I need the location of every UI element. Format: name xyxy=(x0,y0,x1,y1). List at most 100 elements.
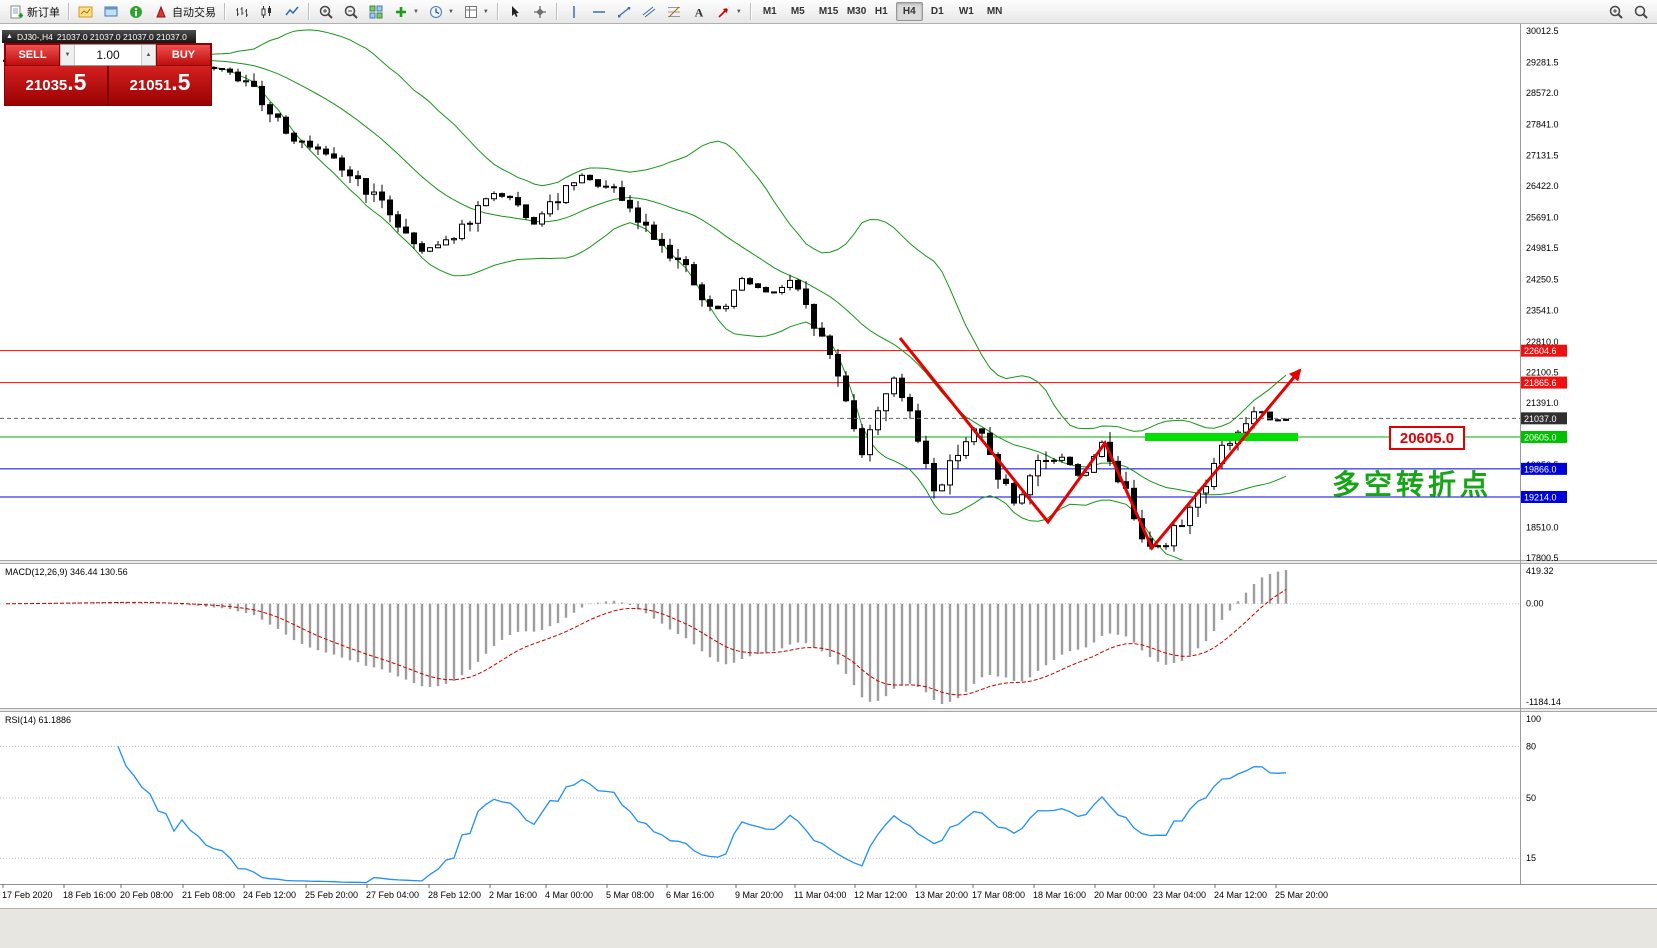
window-bottom-strip xyxy=(0,908,1657,948)
cursor-button[interactable] xyxy=(503,2,527,22)
time-axis-label: 5 Mar 08:00 xyxy=(606,890,654,900)
timeframe-m15-button[interactable]: M15 xyxy=(812,2,839,21)
rsi-scale-label: 15 xyxy=(1526,853,1536,863)
auto-trading-icon xyxy=(153,4,169,20)
time-axis-label: 4 Mar 00:00 xyxy=(545,890,593,900)
price-badge-value: 21865.6 xyxy=(1524,378,1557,388)
timeframe-d1-button[interactable]: D1 xyxy=(924,2,951,21)
templates-button[interactable]: ▼ xyxy=(459,2,493,22)
macd-scale-zero: 0.00 xyxy=(1526,599,1544,609)
macd-scale-max: 419.32 xyxy=(1526,566,1554,576)
trendline-button[interactable] xyxy=(612,2,636,22)
price-scale-label: 18510.0 xyxy=(1526,522,1559,532)
arrows-button[interactable]: ▼ xyxy=(712,2,746,22)
time-axis-label: 25 Feb 20:00 xyxy=(305,890,358,900)
indicators-button[interactable]: ▼ xyxy=(389,2,423,22)
toolbar-magnifier-button[interactable] xyxy=(1629,2,1653,22)
buy-price-display[interactable]: 21051.5 xyxy=(109,66,211,105)
time-axis-label: 9 Mar 20:00 xyxy=(735,890,783,900)
chart-canvas[interactable]: 20605.0 多空转折点 MACD(12,26,9) 346.44 130.56 4… xyxy=(0,24,1657,948)
horizontal-level-lines[interactable] xyxy=(0,350,1520,498)
zoom-out-icon xyxy=(343,4,359,20)
timeframe-mn-button[interactable]: MN xyxy=(980,2,1007,21)
zoom-out-button[interactable] xyxy=(339,2,363,22)
candlestick-series xyxy=(3,56,1289,552)
candlestick-chart-button[interactable] xyxy=(255,2,279,22)
chart-area: 20605.0 多空转折点 MACD(12,26,9) 346.44 130.56 4… xyxy=(0,24,1657,948)
macd-indicator: MACD(12,26,9) 346.44 130.56 419.32 0.00 -11… xyxy=(0,566,1561,707)
timeframe-h4-button[interactable]: H4 xyxy=(895,2,923,21)
chart-title-bar[interactable]: ▲ DJ30-,H4 21037.0 21037.0 21037.0 21037… xyxy=(2,30,196,43)
price-scale-label: 24250.5 xyxy=(1526,275,1559,285)
trade-panel-quotes: 21035.5 21051.5 xyxy=(5,66,211,105)
price-scale-badge: 19866.0 xyxy=(1521,462,1567,475)
chart-ohlc-values: 21037.0 21037.0 21037.0 21037.0 xyxy=(56,31,187,42)
text-button[interactable]: A xyxy=(687,2,711,22)
toolbar-search-button[interactable] xyxy=(1604,2,1628,22)
price-badge-value: 19866.0 xyxy=(1524,464,1557,474)
sell-button[interactable]: SELL xyxy=(5,44,60,66)
price-scale-label: 27841.0 xyxy=(1526,120,1559,130)
timeframe-m30-button[interactable]: M30 xyxy=(840,2,867,21)
trade-panel-controls: SELL ▼ 1.00 ▲ BUY xyxy=(5,44,211,66)
profiles-button[interactable] xyxy=(99,2,123,22)
cursor-icon xyxy=(507,4,523,20)
auto-trading-button[interactable]: 自动交易 xyxy=(149,2,220,22)
timeframe-h1-button[interactable]: H1 xyxy=(868,2,895,21)
time-axis[interactable]: 17 Feb 2020 18 Feb 16:00 20 Feb 08:00 21 Fe… xyxy=(0,884,1657,900)
price-label-annotation[interactable]: 20605.0 xyxy=(1389,426,1465,450)
bar-chart-button[interactable] xyxy=(230,2,254,22)
candles-icon xyxy=(259,4,275,20)
crosshair-icon xyxy=(532,4,548,20)
price-scale-label: 30012.5 xyxy=(1526,26,1559,36)
price-scale-badge: 19214.0 xyxy=(1521,491,1567,504)
timeframe-m1-button[interactable]: M1 xyxy=(756,2,783,21)
volume-decrease-button[interactable]: ▼ xyxy=(60,45,75,65)
price-scale[interactable]: 30012.5 29281.5 28572.0 27841.0 27131.5 26422… xyxy=(1520,24,1568,884)
new-chart-button[interactable] xyxy=(74,2,98,22)
zoom-in-button[interactable] xyxy=(314,2,338,22)
volume-increase-button[interactable]: ▲ xyxy=(141,45,156,65)
price-annotation-value: 20605.0 xyxy=(1400,430,1454,447)
fibonacci-button[interactable] xyxy=(662,2,686,22)
channel-button[interactable] xyxy=(637,2,661,22)
search-icon xyxy=(1633,4,1649,20)
tile-windows-button[interactable] xyxy=(364,2,388,22)
crosshair-button[interactable] xyxy=(528,2,552,22)
time-axis-label: 13 Mar 20:00 xyxy=(915,890,968,900)
volume-spinner: ▼ 1.00 ▲ xyxy=(60,44,156,66)
macd-scale-min: -1184.14 xyxy=(1526,697,1561,707)
dropdown-caret-icon: ▼ xyxy=(482,8,489,15)
time-axis-label: 25 Mar 20:00 xyxy=(1275,890,1328,900)
vertical-line-button[interactable] xyxy=(562,2,586,22)
time-axis-label: 23 Mar 04:00 xyxy=(1153,890,1206,900)
dropdown-caret-icon: ▼ xyxy=(413,8,419,15)
indicators-icon xyxy=(393,4,409,20)
timeframe-m5-button[interactable]: M5 xyxy=(784,2,811,21)
data-window-button[interactable] xyxy=(124,2,148,22)
line-chart-button[interactable] xyxy=(280,2,304,22)
sell-price-display[interactable]: 21035.5 xyxy=(5,66,107,105)
timeframe-w1-button[interactable]: W1 xyxy=(952,2,979,21)
price-scale-badge: 20605.0 xyxy=(1521,430,1567,443)
panel-splitter[interactable] xyxy=(0,708,1657,712)
time-axis-label: 21 Feb 08:00 xyxy=(182,890,235,900)
buy-button[interactable]: BUY xyxy=(156,44,211,66)
chart-plot-background[interactable] xyxy=(0,24,1657,948)
support-highlight-bar[interactable] xyxy=(1145,433,1298,441)
horizontal-line-button[interactable] xyxy=(587,2,611,22)
time-axis-label: 24 Mar 12:00 xyxy=(1214,890,1267,900)
panel-splitter[interactable] xyxy=(0,560,1657,564)
time-axis-label: 18 Feb 16:00 xyxy=(63,890,116,900)
rsi-indicator: 100 80 50 15 RSI(14) 61.1886 xyxy=(0,714,1541,884)
price-scale-badge: 21037.0 xyxy=(1521,412,1567,425)
chinese-annotation-text[interactable]: 多空转折点 xyxy=(1332,468,1492,500)
time-axis-label: 11 Mar 04:00 xyxy=(794,890,846,900)
new-order-button[interactable]: 新订单 xyxy=(4,2,64,22)
time-axis-label: 24 Feb 12:00 xyxy=(243,890,296,900)
trend-arrow-annotation[interactable] xyxy=(898,337,1302,551)
periods-button[interactable]: ▼ xyxy=(424,2,458,22)
price-scale-label: 28572.0 xyxy=(1526,88,1559,98)
volume-value[interactable]: 1.00 xyxy=(96,48,120,62)
